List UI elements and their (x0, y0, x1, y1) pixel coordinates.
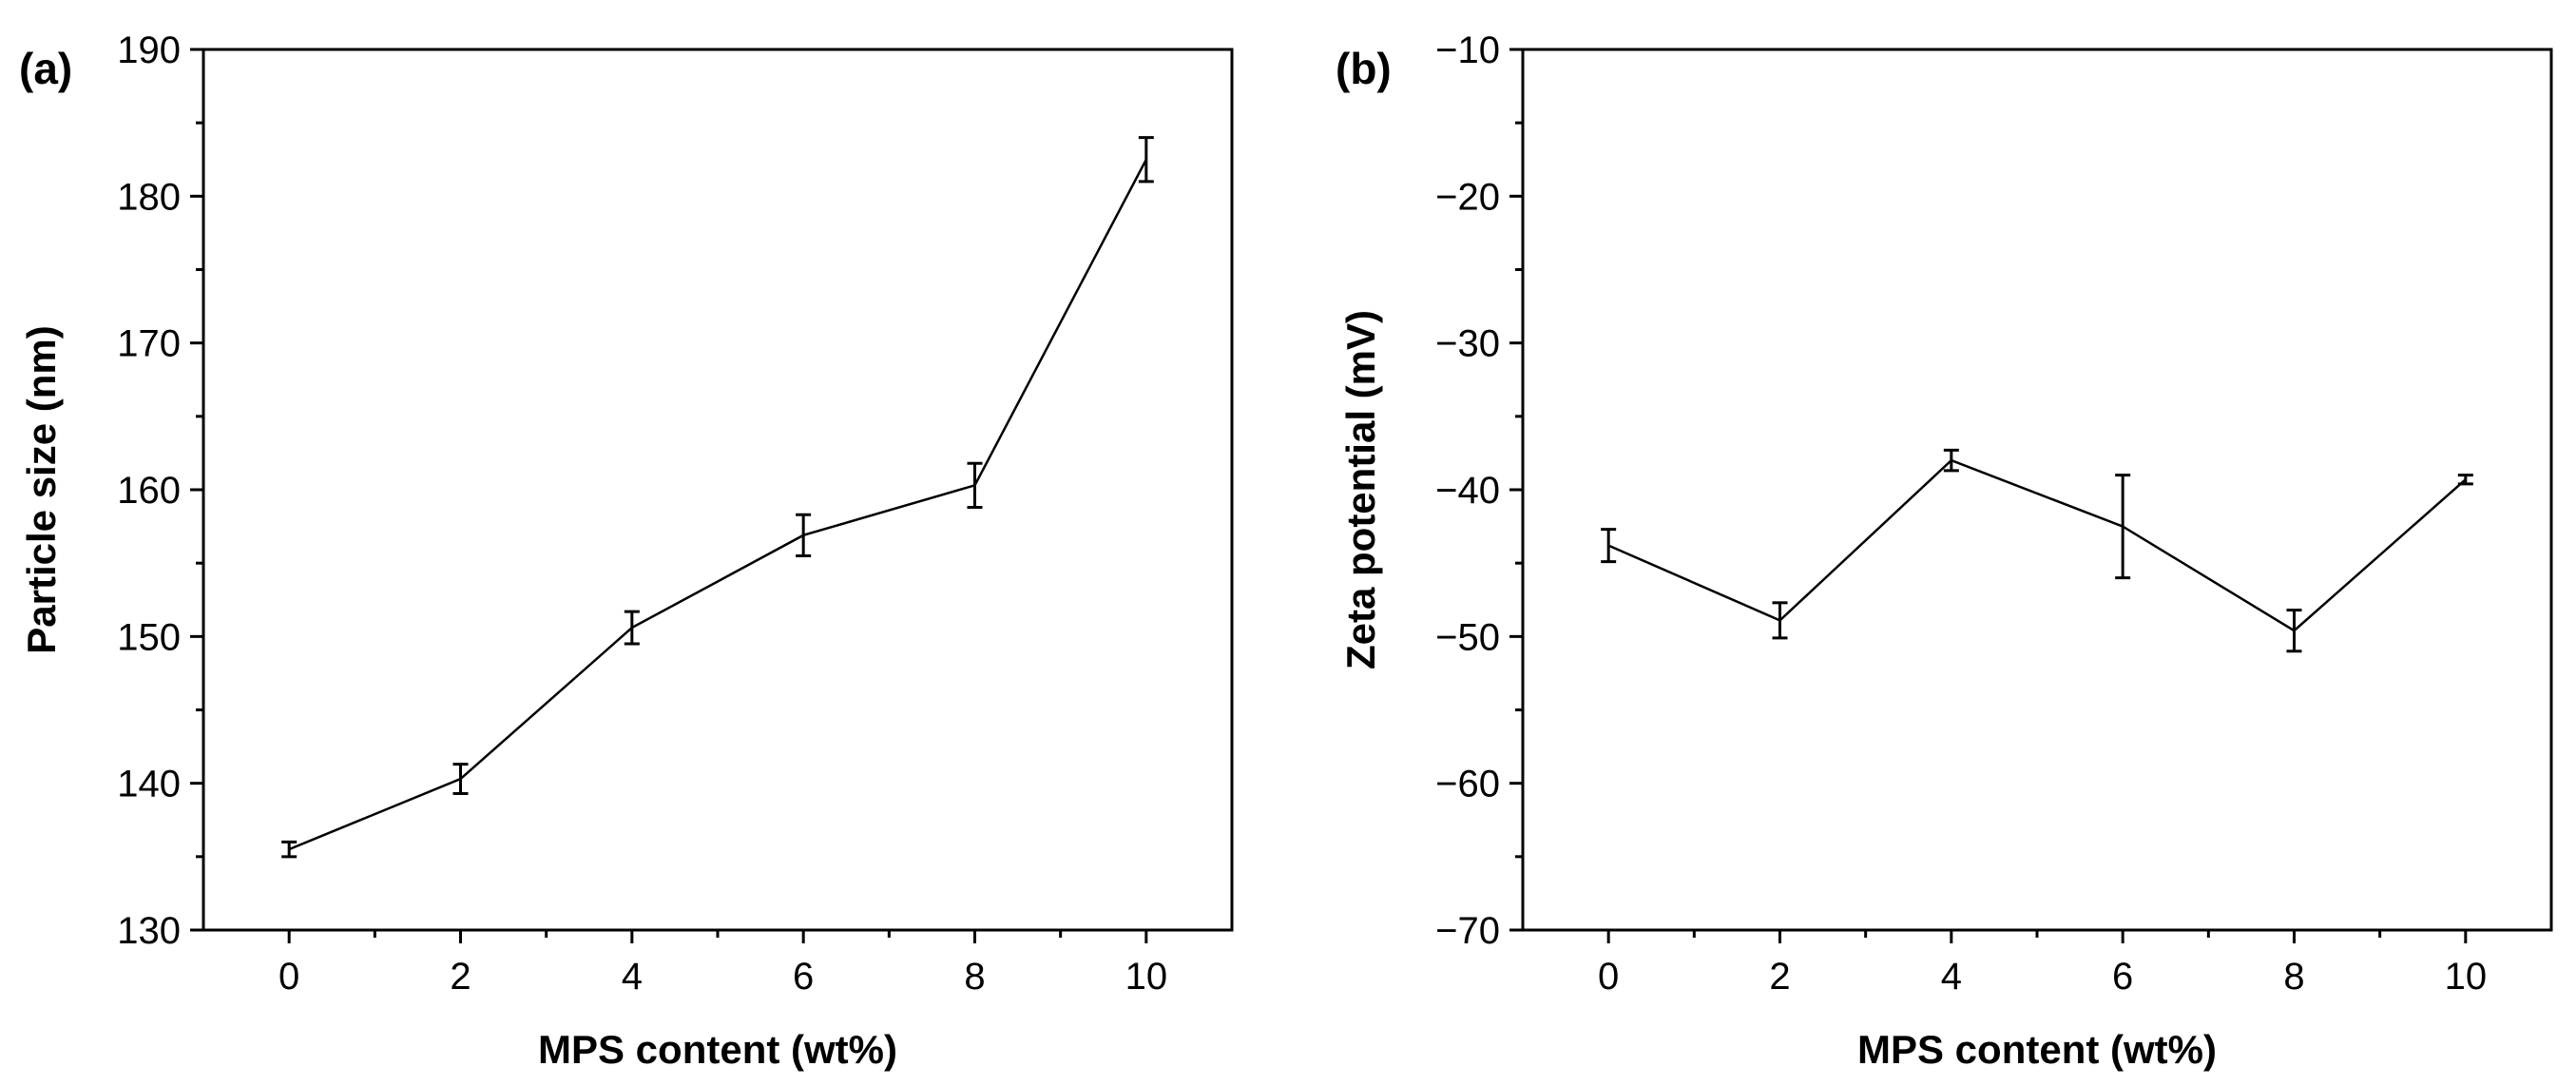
panel-a-y-tick-label: 190 (117, 29, 181, 71)
panel-a-x-tick-label: 4 (622, 956, 643, 998)
panel-a-y-tick-label: 160 (117, 470, 181, 512)
panel-a-x-tick-label: 10 (1125, 956, 1168, 998)
panel-b-zeta-potential-chart: (b) −70 −60 −50 −40 −30 −20 −10 0 2 4 6 8 10 MPS co… (1336, 29, 2553, 1072)
panel-b-x-axis-title: MPS content (wt%) (1857, 1027, 2217, 1072)
panel-a-y-tick-label: 130 (117, 910, 181, 952)
panel-a-y-tick-label: 150 (117, 616, 181, 658)
panel-a-y-axis: 130 140 150 160 170 180 190 (117, 29, 203, 952)
panel-a-series (281, 136, 1154, 859)
panel-b-error-bar (2286, 609, 2302, 653)
panel-a-y-tick-label: 180 (117, 176, 181, 218)
panel-b-x-tick-label: 10 (2445, 956, 2488, 998)
panel-a-x-axis-title: MPS content (wt%) (538, 1027, 897, 1072)
panel-a-y-axis-title: Particle size (nm) (19, 325, 64, 653)
panel-a-error-bar (452, 763, 469, 795)
panel-b-error-bar (1601, 528, 1617, 564)
panel-a-error-bar (1138, 136, 1154, 184)
panel-b-series-line (1607, 458, 2467, 632)
panel-a-error-bar (796, 513, 812, 557)
panel-b-x-tick-label: 6 (2112, 956, 2133, 998)
panel-b-y-tick-label: −70 (1435, 910, 1500, 952)
panel-b-x-tick-label: 0 (1598, 956, 1619, 998)
panel-a-y-tick-label: 140 (117, 764, 181, 805)
panel-b-y-tick-label: −60 (1435, 764, 1500, 805)
panel-b-series (1601, 448, 2473, 653)
panel-b-y-tick-label: −20 (1435, 176, 1500, 218)
panel-b-y-axis-title: Zeta potential (mV) (1338, 310, 1383, 669)
panel-a-error-bar (281, 840, 298, 859)
panel-a-error-bar (624, 610, 640, 646)
panel-b-label: (b) (1336, 44, 1392, 93)
panel-b-error-bar (2457, 474, 2473, 486)
panel-a-x-tick-label: 8 (964, 956, 985, 998)
panel-b-error-bar (2115, 474, 2131, 580)
panel-a-x-tick-label: 6 (793, 956, 814, 998)
panel-a-y-tick-label: 170 (117, 323, 181, 365)
panel-a-x-tick-label: 0 (279, 956, 299, 998)
panel-a-label: (a) (19, 44, 72, 93)
panel-a-particle-size-chart: (a) 130 140 150 160 170 180 190 0 2 4 6 8 10 MPS co… (19, 29, 1234, 1072)
panel-b-error-bar (1772, 601, 1788, 640)
panel-b-y-tick-label: −30 (1435, 323, 1500, 365)
panel-a-series-line (288, 159, 1147, 851)
panel-b-x-tick-label: 4 (1941, 956, 1962, 998)
panel-b-y-tick-label: −50 (1435, 616, 1500, 658)
panel-b-y-tick-label: −10 (1435, 29, 1500, 71)
panel-b-x-tick-label: 2 (1769, 956, 1790, 998)
panel-b-x-axis: 0 2 4 6 8 10 (1598, 930, 2487, 998)
panel-b-error-bar (1943, 448, 1959, 473)
panel-b-x-tick-label: 8 (2283, 956, 2304, 998)
panel-a-x-tick-label: 2 (450, 956, 471, 998)
panel-a-error-bar (967, 461, 983, 510)
panel-b-y-axis: −70 −60 −50 −40 −30 −20 −10 (1435, 29, 1523, 952)
panel-b-y-tick-label: −40 (1435, 470, 1500, 512)
panel-a-x-axis: 0 2 4 6 8 10 (279, 930, 1167, 998)
